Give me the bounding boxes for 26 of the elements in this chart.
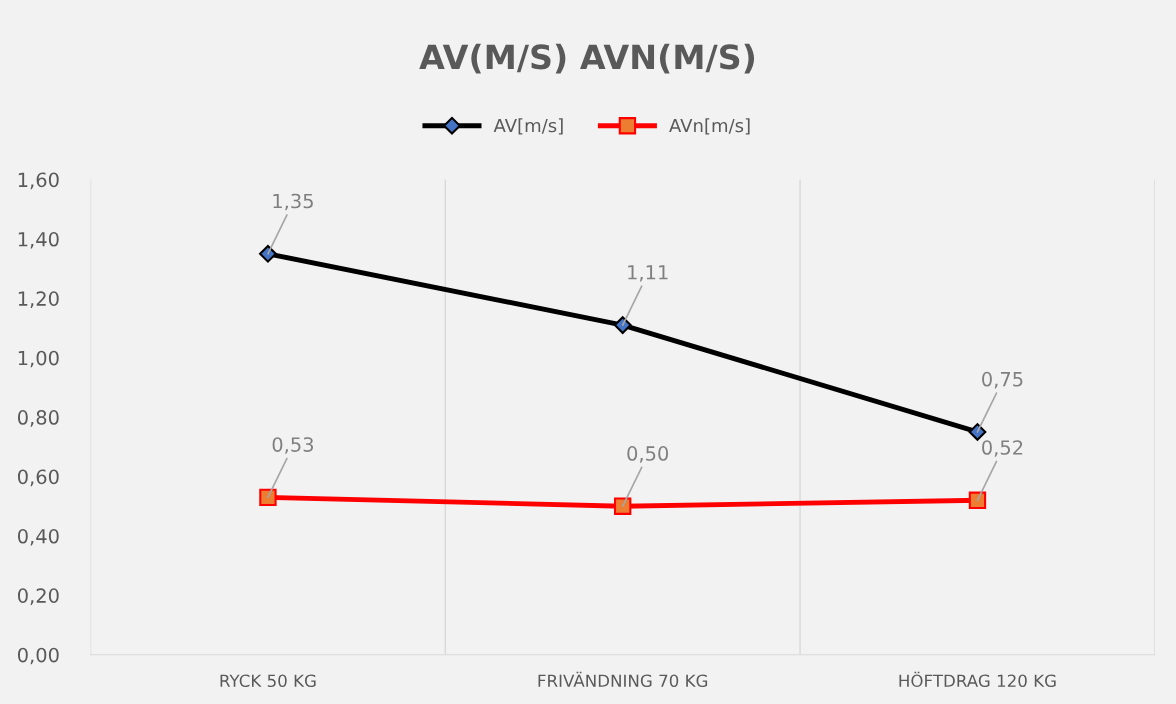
point	[259, 488, 277, 506]
x-tick-label: RYCK 50 KG	[220, 674, 316, 688]
data-label: 0,50	[627, 446, 669, 463]
data-label: 1,35	[273, 193, 313, 211]
data-label: 1,11	[628, 265, 668, 282]
legend-label: AV[m/s]	[493, 118, 563, 135]
data-label: 0,53	[272, 437, 314, 454]
data-label: 0,52	[982, 440, 1023, 457]
y-tick-label: 0,00	[17, 647, 59, 665]
y-tick-label: 0,20	[17, 588, 59, 605]
data-label: 0,75	[982, 371, 1023, 389]
point	[614, 497, 632, 515]
x-tick-label: FRIVÄNDNING 70 KG	[538, 671, 708, 688]
y-tick-label: 0,60	[17, 469, 59, 487]
y-tick-label: 0,40	[17, 528, 59, 546]
y-tick-label: 1,60	[18, 172, 59, 190]
point	[968, 491, 987, 509]
x-tick-label: HÖFTDRAG 120 KG	[899, 671, 1056, 688]
chart-title: AV(M/S) AVN(M/S)	[419, 43, 755, 74]
y-tick-label: 0,80	[17, 410, 59, 427]
legend-label: AVn[m/s]	[669, 118, 750, 135]
y-tick-label: 1,20	[18, 291, 59, 308]
point	[259, 244, 277, 263]
y-tick-label: 1,00	[18, 350, 59, 368]
y-tick-label: 1,40	[18, 231, 59, 249]
point	[613, 316, 632, 334]
